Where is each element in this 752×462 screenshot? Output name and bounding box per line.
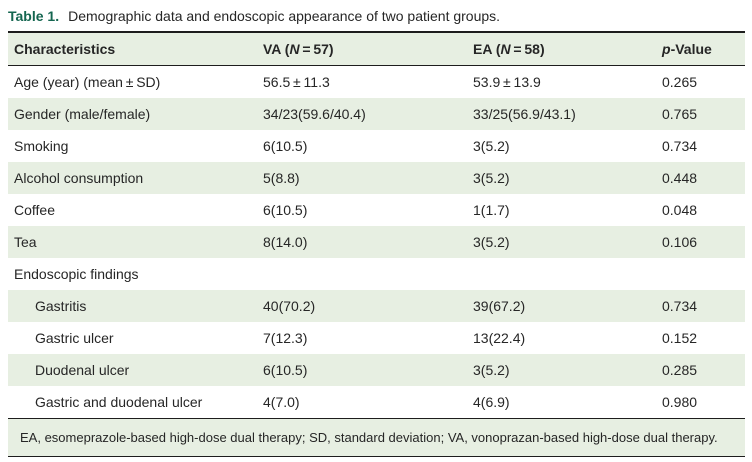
table-row: Gastric and duodenal ulcer 4(7.0) 4(6.9) 0.… (8, 386, 745, 418)
col-header-characteristics: Characteristics (8, 41, 263, 57)
cell-characteristic: Endoscopic findings (14, 266, 139, 282)
table-row: Gender (male/female) 34/23(59.6/40.4) 33/2… (8, 98, 745, 130)
cell-p-value: 0.734 (662, 298, 698, 314)
cell-characteristic: Smoking (14, 138, 69, 154)
table-number-label: Table 1. (8, 8, 60, 24)
cell-ea-value: 33/25(56.9/43.1) (473, 106, 576, 122)
cell-va-value: 4(7.0) (263, 394, 300, 410)
cell-p-value: 0.152 (662, 330, 698, 346)
cell-p-value: 0.765 (662, 106, 698, 122)
cell-p-value: 0.265 (662, 74, 698, 90)
cell-ea-value: 3(5.2) (473, 170, 510, 186)
data-table: Characteristics VA (N = 57) EA (N = 58) … (8, 31, 745, 457)
cell-p-value: 0.734 (662, 138, 698, 154)
col-header-label: Characteristics (14, 41, 116, 57)
cell-va-value: 7(12.3) (263, 330, 308, 346)
table-header-row: Characteristics VA (N = 57) EA (N = 58) … (8, 31, 745, 66)
table-footnote: EA, esomeprazole-based high-dose dual th… (8, 418, 745, 457)
table-row: Gastric ulcer 7(12.3) 13(22.4) 0.152 (8, 322, 745, 354)
table-body: Age (year) (mean ± SD) 56.5 ± 11.3 53.9 ± … (8, 66, 745, 418)
table-caption-text: Demographic data and endoscopic appearan… (68, 8, 501, 24)
cell-characteristic: Coffee (14, 202, 55, 218)
table-row: Endoscopic findings (8, 258, 745, 290)
col-header-p-value: p-Value (662, 41, 712, 57)
table-row: Duodenal ulcer 6(10.5) 3(5.2) 0.285 (8, 354, 745, 386)
cell-characteristic: Duodenal ulcer (35, 362, 130, 378)
cell-characteristic: Gastritis (35, 298, 87, 314)
cell-p-value: 0.448 (662, 170, 698, 186)
cell-ea-value: 3(5.2) (473, 362, 510, 378)
cell-va-value: 5(8.8) (263, 170, 300, 186)
cell-va-value: 6(10.5) (263, 138, 308, 154)
table-caption: Table 1. Demographic data and endoscopic … (8, 8, 500, 25)
table-row: Age (year) (mean ± SD) 56.5 ± 11.3 53.9 ± … (8, 66, 745, 98)
cell-ea-value: 4(6.9) (473, 394, 510, 410)
cell-va-value: 6(10.5) (263, 202, 308, 218)
cell-va-value: 40(70.2) (263, 298, 316, 314)
col-header-ea: EA (N = 58) (473, 41, 545, 57)
cell-characteristic: Gender (male/female) (14, 106, 151, 122)
cell-p-value: 0.980 (662, 394, 698, 410)
table-row: Smoking 6(10.5) 3(5.2) 0.734 (8, 130, 745, 162)
cell-p-value: 0.285 (662, 362, 698, 378)
cell-ea-value: 39(67.2) (473, 298, 526, 314)
cell-va-value: 6(10.5) (263, 362, 308, 378)
col-header-va: VA (N = 57) (263, 41, 334, 57)
cell-characteristic: Age (year) (mean ± SD) (14, 74, 161, 90)
table-row: Coffee 6(10.5) 1(1.7) 0.048 (8, 194, 745, 226)
cell-va-value: 8(14.0) (263, 234, 308, 250)
cell-ea-value: 1(1.7) (473, 202, 510, 218)
table-row: Alcohol consumption 5(8.8) 3(5.2) 0.448 (8, 162, 745, 194)
cell-ea-value: 3(5.2) (473, 138, 510, 154)
table-row: Tea 8(14.0) 3(5.2) 0.106 (8, 226, 745, 258)
cell-characteristic: Gastric and duodenal ulcer (35, 394, 203, 410)
cell-va-value: 56.5 ± 11.3 (263, 74, 330, 90)
cell-p-value: 0.106 (662, 234, 698, 250)
cell-characteristic: Gastric ulcer (35, 330, 114, 346)
cell-characteristic: Tea (14, 234, 37, 250)
cell-characteristic: Alcohol consumption (14, 170, 144, 186)
cell-va-value: 34/23(59.6/40.4) (263, 106, 366, 122)
cell-ea-value: 53.9 ± 13.9 (473, 74, 541, 90)
cell-p-value: 0.048 (662, 202, 698, 218)
cell-ea-value: 3(5.2) (473, 234, 510, 250)
table-row: Gastritis 40(70.2) 39(67.2) 0.734 (8, 290, 745, 322)
cell-ea-value: 13(22.4) (473, 330, 526, 346)
